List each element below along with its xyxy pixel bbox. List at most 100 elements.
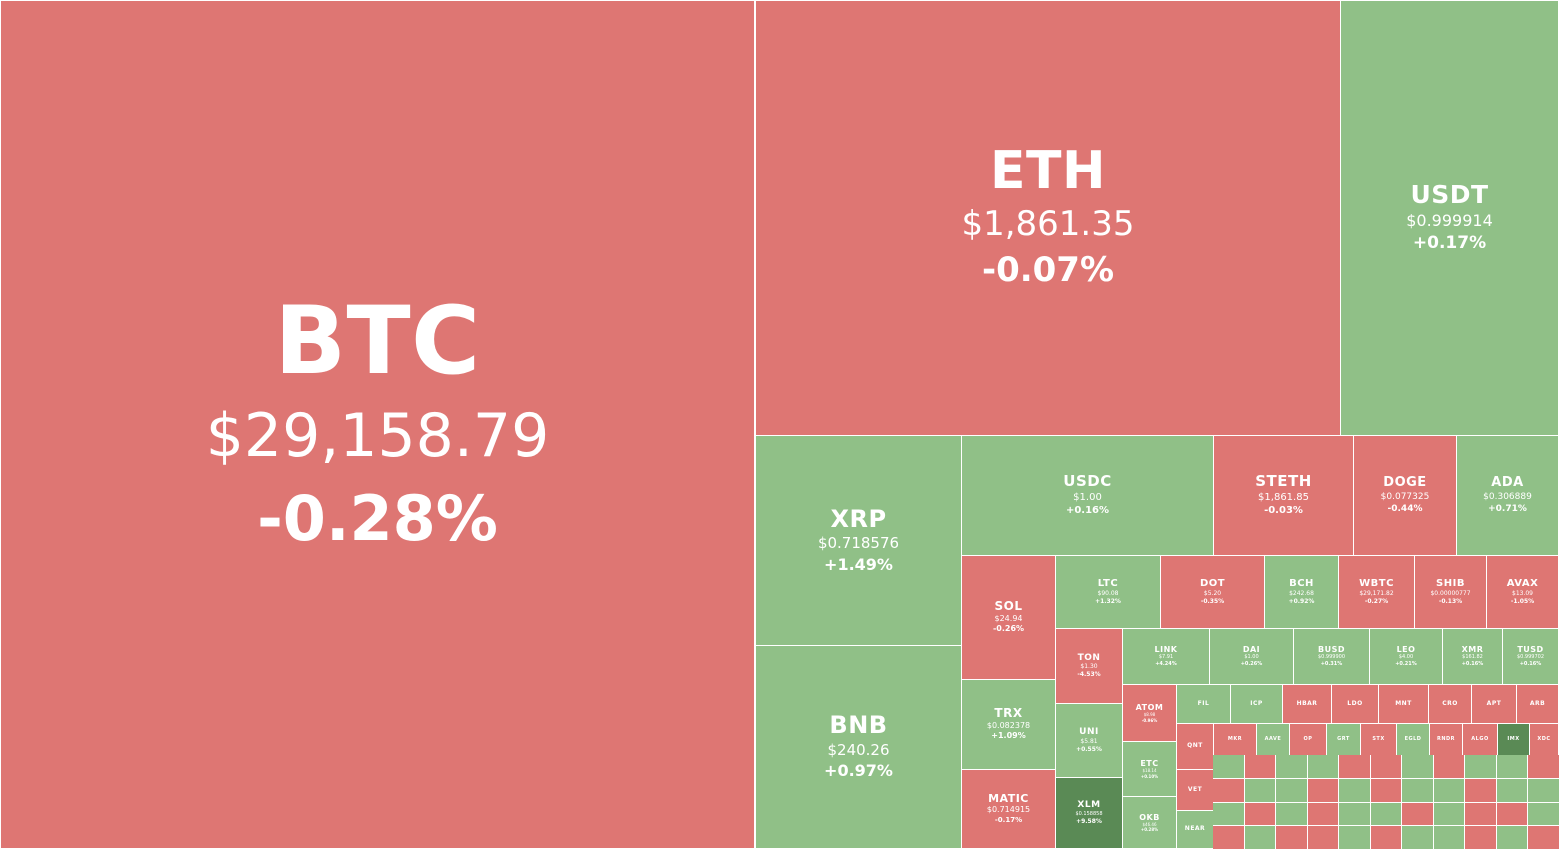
tile-eth[interactable]: ETH $1,861.35 -0.07% xyxy=(755,0,1341,436)
micro-tile[interactable] xyxy=(1370,778,1402,802)
micro-tile[interactable] xyxy=(1465,755,1496,778)
tile-ton[interactable]: TON $1.30 -4.53% xyxy=(1055,628,1123,704)
tile-matic[interactable]: MATIC $0.714915 -0.17% xyxy=(961,769,1056,849)
micro-tile[interactable] xyxy=(1244,826,1276,849)
micro-tile[interactable] xyxy=(1402,755,1433,778)
tile-link[interactable]: LINK $7.91 +4.24% xyxy=(1122,628,1210,685)
tile-dai[interactable]: DAI $1.00 +0.26% xyxy=(1209,628,1294,685)
tile-uni[interactable]: UNI $5.81 +0.55% xyxy=(1055,703,1123,778)
tile-shib[interactable]: SHIB $0.00000777 -0.13% xyxy=(1414,555,1487,629)
tile-near[interactable]: NEAR xyxy=(1176,810,1214,849)
tile-bch[interactable]: BCH $242.68 +0.92% xyxy=(1264,555,1339,629)
micro-tile[interactable] xyxy=(1402,826,1433,849)
tile-leo[interactable]: LEO $4.00 +0.21% xyxy=(1369,628,1443,685)
micro-tile[interactable] xyxy=(1276,826,1307,849)
tile-usdt[interactable]: USDT $0.999914 +0.17% xyxy=(1340,0,1559,436)
micro-tile[interactable] xyxy=(1496,778,1528,802)
micro-tile[interactable] xyxy=(1339,826,1370,849)
micro-tile[interactable] xyxy=(1213,778,1244,802)
tile-egld[interactable]: EGLD xyxy=(1396,723,1430,756)
micro-tile[interactable] xyxy=(1433,778,1465,802)
tile-qnt[interactable]: QNT xyxy=(1176,723,1214,770)
micro-tile[interactable] xyxy=(1496,755,1528,778)
tile-atom[interactable]: ATOM $8.98 -0.96% xyxy=(1122,684,1177,742)
micro-tile[interactable] xyxy=(1339,778,1370,802)
tile-fil[interactable]: FIL xyxy=(1176,684,1231,724)
tile-symbol: LDO xyxy=(1347,699,1363,707)
micro-tile[interactable] xyxy=(1433,755,1465,778)
tile-dot[interactable]: DOT $5.20 -0.35% xyxy=(1160,555,1265,629)
tile-price: $0.00000777 xyxy=(1430,589,1471,597)
tile-cro[interactable]: CRO xyxy=(1428,684,1472,724)
tile-xmr[interactable]: XMR $161.82 +0.16% xyxy=(1442,628,1503,685)
micro-tile[interactable] xyxy=(1307,778,1339,802)
tile-usdc[interactable]: USDC $1.00 +0.16% xyxy=(961,435,1214,556)
micro-tile[interactable] xyxy=(1339,802,1370,826)
tile-symbol: BCH xyxy=(1289,578,1314,590)
tile-mkr[interactable]: MKR xyxy=(1213,723,1257,756)
micro-tile[interactable] xyxy=(1465,778,1496,802)
tile-symbol: XDC xyxy=(1537,735,1551,742)
tile-ada[interactable]: ADA $0.306889 +0.71% xyxy=(1456,435,1559,556)
tile-apt[interactable]: APT xyxy=(1471,684,1517,724)
micro-tile[interactable] xyxy=(1465,802,1496,826)
micro-tile[interactable] xyxy=(1244,802,1276,826)
micro-tile[interactable] xyxy=(1276,755,1307,778)
micro-tile[interactable] xyxy=(1496,802,1528,826)
micro-tile[interactable] xyxy=(1528,802,1559,826)
micro-tile[interactable] xyxy=(1528,755,1559,778)
tile-steth[interactable]: STETH $1,861.85 -0.03% xyxy=(1213,435,1354,556)
tile-algo[interactable]: ALGO xyxy=(1462,723,1498,756)
tile-imx[interactable]: IMX xyxy=(1497,723,1530,756)
tile-ldo[interactable]: LDO xyxy=(1331,684,1379,724)
tile-wbtc[interactable]: WBTC $29,171.82 -0.27% xyxy=(1338,555,1415,629)
tile-vet[interactable]: VET xyxy=(1176,769,1214,811)
tile-okb[interactable]: OKB $46.46 +0.28% xyxy=(1122,796,1177,849)
tile-sol[interactable]: SOL $24.94 -0.26% xyxy=(961,555,1056,680)
tile-xlm[interactable]: XLM $0.158858 +9.58% xyxy=(1055,777,1123,849)
tile-btc[interactable]: BTC $29,158.79 -0.28% xyxy=(0,0,755,849)
tile-arb[interactable]: ARB xyxy=(1516,684,1559,724)
micro-tile[interactable] xyxy=(1370,755,1402,778)
micro-tile[interactable] xyxy=(1370,802,1402,826)
micro-tile[interactable] xyxy=(1307,755,1339,778)
micro-tile[interactable] xyxy=(1370,826,1402,849)
micro-tile[interactable] xyxy=(1213,755,1244,778)
tile-tusd[interactable]: TUSD $0.999702 +0.16% xyxy=(1502,628,1559,685)
micro-tile[interactable] xyxy=(1307,826,1339,849)
tile-avax[interactable]: AVAX $13.09 -1.05% xyxy=(1486,555,1559,629)
micro-tile[interactable] xyxy=(1276,778,1307,802)
tile-ltc[interactable]: LTC $90.08 +1.32% xyxy=(1055,555,1161,629)
tile-etc[interactable]: ETC $18.14 +0.10% xyxy=(1122,741,1177,797)
micro-tile[interactable] xyxy=(1528,826,1559,849)
micro-tile[interactable] xyxy=(1244,755,1276,778)
tile-hbar[interactable]: HBAR xyxy=(1282,684,1332,724)
tile-aave[interactable]: AAVE xyxy=(1256,723,1290,756)
tile-grt[interactable]: GRT xyxy=(1326,723,1361,756)
tile-rndr[interactable]: RNDR xyxy=(1429,723,1463,756)
tile-doge[interactable]: DOGE $0.077325 -0.44% xyxy=(1353,435,1457,556)
tile-bnb[interactable]: BNB $240.26 +0.97% xyxy=(755,645,962,849)
micro-tile[interactable] xyxy=(1433,802,1465,826)
tile-icp[interactable]: ICP xyxy=(1230,684,1283,724)
micro-tile[interactable] xyxy=(1402,778,1433,802)
tile-xrp[interactable]: XRP $0.718576 +1.49% xyxy=(755,435,962,646)
micro-tile[interactable] xyxy=(1402,802,1433,826)
micro-tile[interactable] xyxy=(1339,755,1370,778)
tile-trx[interactable]: TRX $0.082378 +1.09% xyxy=(961,679,1056,770)
micro-tile[interactable] xyxy=(1528,778,1559,802)
tile-xdc[interactable]: XDC xyxy=(1529,723,1559,756)
tile-op[interactable]: OP xyxy=(1289,723,1327,756)
micro-tile[interactable] xyxy=(1213,826,1244,849)
tile-mnt[interactable]: MNT xyxy=(1378,684,1429,724)
micro-tile[interactable] xyxy=(1276,802,1307,826)
micro-tile[interactable] xyxy=(1496,826,1528,849)
micro-tile[interactable] xyxy=(1244,778,1276,802)
tile-busd[interactable]: BUSD $0.999900 +0.31% xyxy=(1293,628,1370,685)
micro-tile[interactable] xyxy=(1465,826,1496,849)
micro-tile[interactable] xyxy=(1307,802,1339,826)
micro-tile[interactable] xyxy=(1433,826,1465,849)
micro-tile[interactable] xyxy=(1213,802,1244,826)
tile-stx[interactable]: STX xyxy=(1360,723,1397,756)
tile-symbol: QNT xyxy=(1187,742,1203,750)
